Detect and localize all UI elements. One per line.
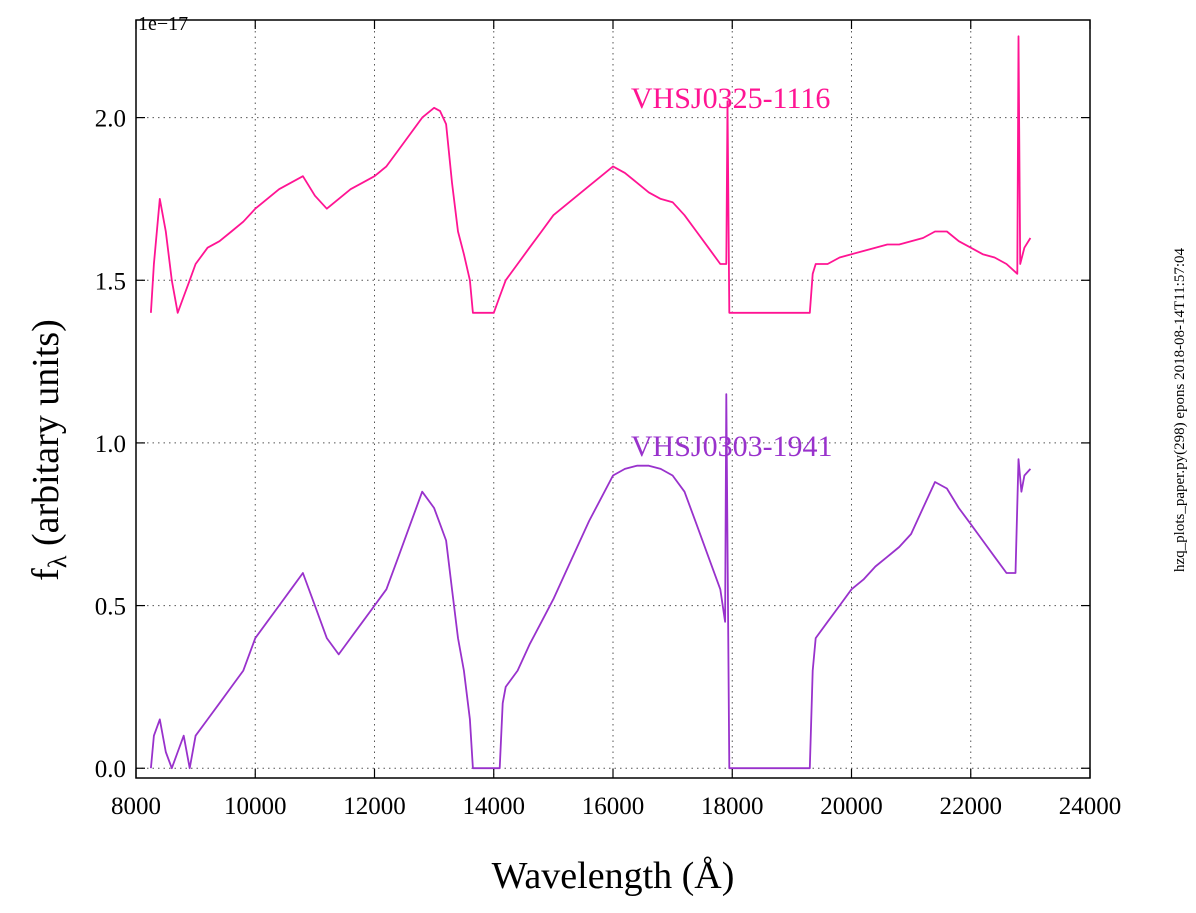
x-tick-label: 12000 [343, 793, 406, 820]
x-tick-label: 10000 [224, 793, 287, 820]
y-tick-label: 2.0 [95, 106, 126, 133]
y-tick-label: 1.5 [95, 268, 126, 295]
x-tick-label: 8000 [111, 793, 161, 820]
y-axis-title: fλ (arbitary units) [25, 319, 72, 581]
x-tick-label: 22000 [940, 793, 1003, 820]
series-layer: VHSJ0325-1116 VHSJ0303-1941 [150, 35, 1032, 770]
y-tick-label: 1.0 [95, 431, 126, 458]
x-axis-title: Wavelength (Å) [492, 855, 735, 897]
y-axis-title-rest: (arbitary units) [25, 319, 67, 555]
series-label-vhsj0303: VHSJ0303-1941 [631, 430, 833, 463]
x-tick-label: 24000 [1059, 793, 1122, 820]
x-tick-label: 20000 [820, 793, 883, 820]
y-offset-label: 1e−17 [138, 13, 188, 35]
x-tick-label: 18000 [701, 793, 764, 820]
y-axis-title-main: f [25, 568, 67, 581]
y-axis-title-subscript: λ [43, 555, 72, 568]
x-tick-label: 14000 [463, 793, 526, 820]
series-label-vhsj0325: VHSJ0325-1116 [631, 82, 830, 115]
y-tick-label: 0.5 [95, 594, 126, 621]
y-tick-label: 0.0 [95, 756, 126, 783]
series-line-vhsj0325 [150, 35, 1032, 314]
x-tick-label: 16000 [582, 793, 645, 820]
axis-ticks: 8000 10000 12000 14000 16000 18000 20000 22000 2… [95, 20, 1122, 820]
side-annotation: hzq_plots_paper.py(298) epons 2018-08-14… [1172, 248, 1188, 572]
series-line-vhsj0303 [150, 393, 1032, 770]
